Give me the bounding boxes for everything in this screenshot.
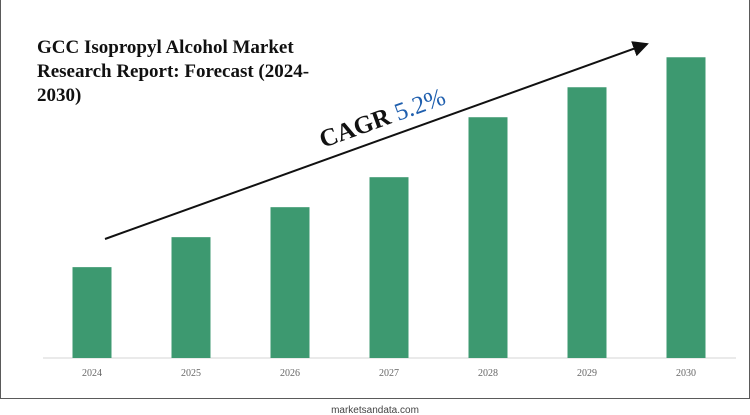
x-tick-label-2030: 2030 <box>676 368 696 379</box>
bar-2027 <box>369 177 409 358</box>
bar-2029 <box>567 87 607 358</box>
x-tick-label-2027: 2027 <box>379 368 399 379</box>
cagr-label: CAGR <box>316 101 400 153</box>
x-tick-label-2028: 2028 <box>478 368 498 379</box>
bar-chart: 2024 2025 2026 2027 2028 2029 2030 CAGR 5.2% <box>43 41 736 379</box>
bar-2026 <box>270 207 310 358</box>
bar-2030 <box>666 57 706 359</box>
bar-2028 <box>468 117 508 358</box>
cagr-annotation: CAGR 5.2% <box>316 84 449 154</box>
chart-frame: GCC Isopropyl Alcohol Market Research Re… <box>0 0 750 399</box>
x-tick-label-2025: 2025 <box>181 368 201 379</box>
footer-source: marketsandata.com <box>331 405 419 415</box>
cagr-value: 5.2% <box>391 84 449 127</box>
trend-arrow <box>104 41 649 240</box>
x-tick-label-2029: 2029 <box>577 368 597 379</box>
bar-2025 <box>171 237 211 358</box>
x-tick-label-2026: 2026 <box>280 368 300 379</box>
chart-title: GCC Isopropyl Alcohol Market Research Re… <box>37 37 310 106</box>
x-tick-label-2024: 2024 <box>82 368 102 379</box>
bar-2024 <box>72 267 112 358</box>
